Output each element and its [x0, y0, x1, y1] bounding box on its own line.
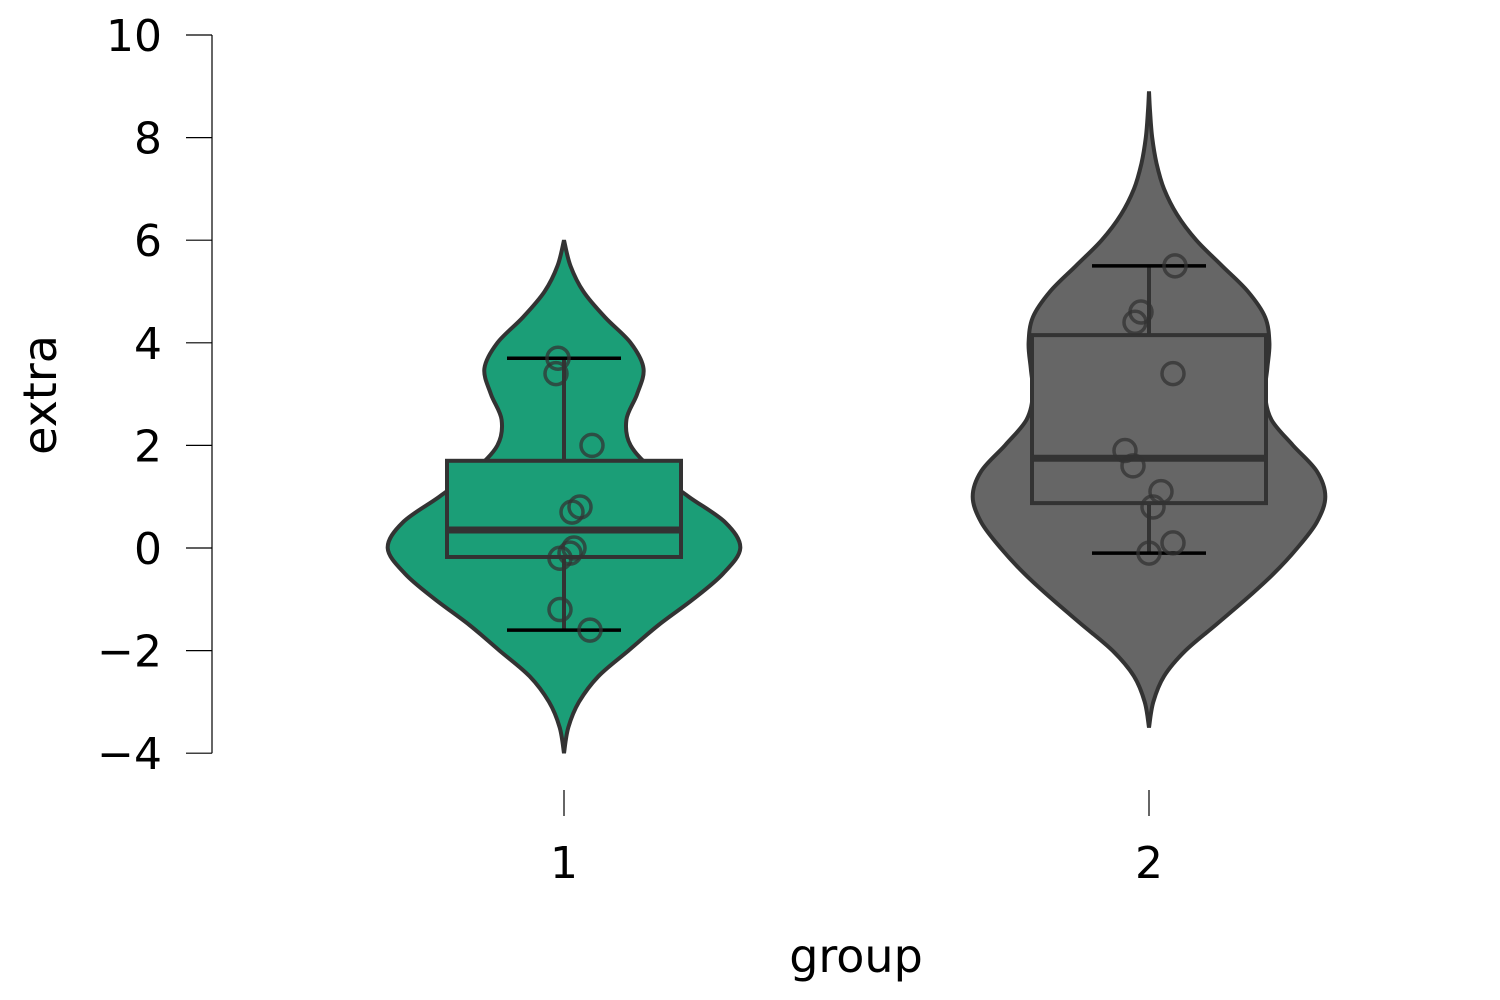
y-tick-label: 6 [134, 216, 162, 267]
data-point-group-2 [1140, 494, 1166, 520]
data-point-group-1 [577, 617, 603, 643]
data-point-group-1 [547, 596, 573, 623]
x-axis-title: group [789, 929, 923, 983]
y-tick-label: 10 [106, 11, 162, 62]
data-point-group-2 [1112, 437, 1138, 464]
y-tick-label: 4 [134, 319, 162, 370]
data-point-group-1 [557, 540, 583, 566]
y-tick-label: −4 [97, 729, 162, 780]
data-point-group-1 [567, 494, 593, 520]
y-tick-label: 2 [134, 421, 162, 472]
x-tick-label-group-2: 2 [1135, 838, 1163, 889]
data-point-group-2 [1160, 360, 1186, 387]
data-point-group-2 [1160, 530, 1186, 556]
y-tick-label: 0 [134, 524, 162, 575]
data-point-group-2 [1136, 540, 1162, 566]
data-point-group-1 [561, 535, 587, 561]
data-point-group-2 [1148, 478, 1174, 505]
data-point-group-1 [545, 345, 571, 371]
y-tick-label: −2 [97, 627, 162, 678]
box-group-2 [1030, 333, 1268, 506]
data-point-group-2 [1128, 299, 1154, 325]
data-point-group-1 [579, 432, 605, 459]
x-tick-label-group-1: 1 [550, 838, 578, 889]
data-point-group-2 [1120, 453, 1146, 479]
axes: group extra 1 2 −4 −2 0 2 4 6 8 10 [13, 11, 1163, 983]
y-tick-label: 8 [134, 114, 162, 165]
plot-area [385, 91, 1328, 754]
data-point-group-1 [543, 360, 569, 387]
y-axis-title: extra [13, 335, 67, 455]
data-point-group-2 [1162, 253, 1188, 279]
